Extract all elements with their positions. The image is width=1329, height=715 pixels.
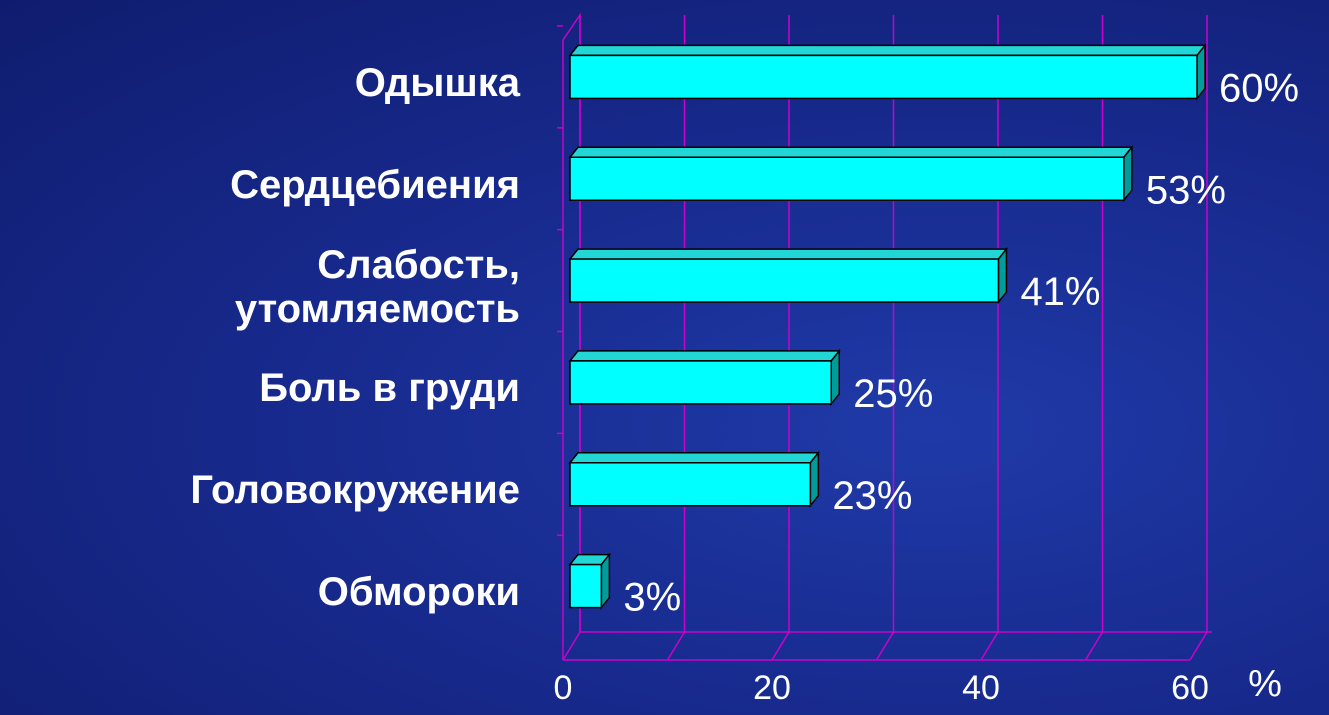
value-label: 60% xyxy=(1219,66,1299,110)
grid-line xyxy=(562,15,581,661)
grid-line xyxy=(771,15,790,661)
bar xyxy=(569,156,1125,201)
value-label: 3% xyxy=(623,576,681,620)
x-tick-label: 60 xyxy=(1171,669,1209,707)
bar-side xyxy=(600,552,611,610)
value-label: 41% xyxy=(1020,270,1100,314)
grid-line xyxy=(875,15,895,661)
bar-top xyxy=(568,452,820,464)
category-label: Обмороки xyxy=(317,570,520,615)
value-label: 23% xyxy=(832,474,912,518)
x-tick-label: 40 xyxy=(962,669,1000,707)
bar xyxy=(569,462,812,507)
bar xyxy=(569,563,603,609)
bar-top xyxy=(568,248,1009,260)
category-label: Одышка xyxy=(354,60,520,105)
bar-top xyxy=(568,44,1207,57)
x-tick-label: 20 xyxy=(753,669,791,707)
category-label: Боль в груди xyxy=(259,366,520,411)
bar-side xyxy=(1196,43,1206,101)
grid-line xyxy=(1084,15,1104,661)
bar-side xyxy=(997,246,1008,305)
category-label: Слабость, утомляемость xyxy=(234,242,520,331)
value-label: 25% xyxy=(853,372,933,416)
category-label: Головокружение xyxy=(190,468,520,513)
bar xyxy=(569,258,1000,303)
grid-line xyxy=(1189,15,1208,661)
value-label: 53% xyxy=(1146,168,1226,212)
bar-side xyxy=(830,348,840,407)
grid-line xyxy=(980,15,999,661)
bar-side xyxy=(809,450,820,508)
bar-top xyxy=(568,350,841,362)
bar xyxy=(569,54,1198,100)
category-label: Сердцебиения xyxy=(230,162,520,207)
x-tick-label: 0 xyxy=(554,669,573,707)
bar xyxy=(569,360,832,405)
bar-top xyxy=(568,146,1134,158)
bar-side xyxy=(1123,145,1133,203)
x-axis-label: % xyxy=(1248,663,1282,705)
grid-line xyxy=(666,15,686,661)
